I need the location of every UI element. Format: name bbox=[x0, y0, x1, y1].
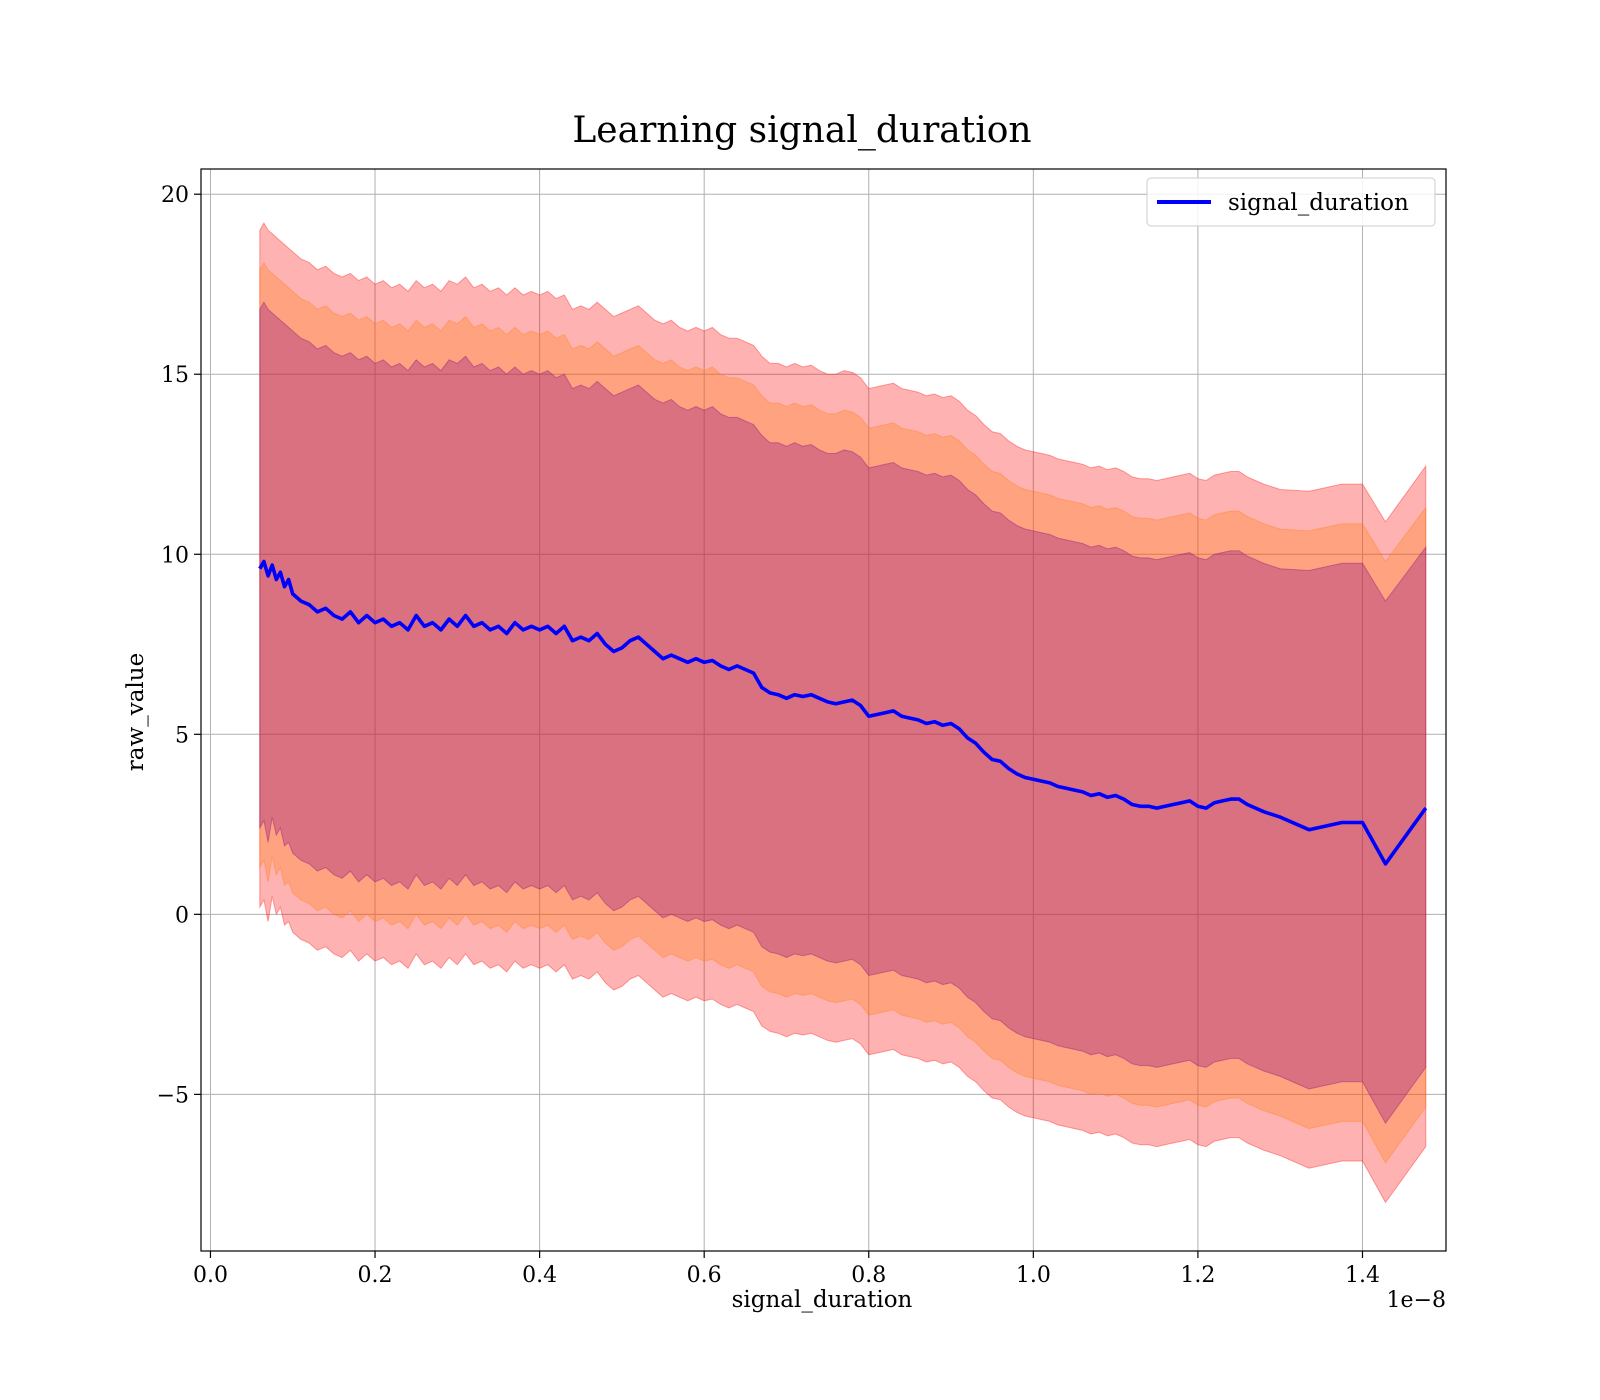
x-tick-label: 0.4 bbox=[522, 1263, 557, 1288]
x-tick-label: 1.4 bbox=[1345, 1263, 1380, 1288]
legend-label-signal-duration: signal_duration bbox=[1228, 190, 1409, 216]
x-tick-label: 1.0 bbox=[1016, 1263, 1051, 1288]
band-middle bbox=[259, 261, 1427, 1164]
y-tick-label: 0 bbox=[175, 903, 189, 928]
x-ticks: 0.0 0.2 0.4 0.6 0.8 1.0 1.2 1.4 bbox=[193, 1251, 1380, 1288]
y-tick-label: 20 bbox=[161, 183, 189, 208]
y-tick-label: 10 bbox=[161, 543, 189, 568]
grid bbox=[201, 169, 1446, 1251]
x-offset-label: 1e−8 bbox=[1387, 1288, 1446, 1313]
y-axis-label: raw_value bbox=[123, 653, 149, 771]
y-tick-label: −5 bbox=[157, 1083, 189, 1108]
x-axis-label: signal_duration bbox=[732, 1287, 913, 1313]
band-outer bbox=[259, 221, 1427, 1204]
x-tick-label: 0.0 bbox=[193, 1263, 228, 1288]
x-tick-label: 0.6 bbox=[687, 1263, 722, 1288]
y-tick-label: 5 bbox=[175, 723, 189, 748]
series-lines bbox=[258, 559, 1428, 866]
series-line-signal-duration bbox=[258, 559, 1428, 866]
legend-box bbox=[1146, 177, 1436, 227]
x-tick-label: 0.2 bbox=[358, 1263, 393, 1288]
legend: signal_duration bbox=[1146, 177, 1436, 227]
x-tick-label: 1.2 bbox=[1180, 1263, 1215, 1288]
x-tick-label: 0.8 bbox=[851, 1263, 886, 1288]
chart-title: Learning signal_duration bbox=[572, 110, 1031, 151]
y-ticks: −5 0 5 10 15 20 bbox=[157, 183, 201, 1108]
band-inner bbox=[259, 301, 1427, 1125]
confidence-bands bbox=[259, 221, 1427, 1204]
y-tick-label: 15 bbox=[161, 363, 189, 388]
plot-frame bbox=[200, 168, 1447, 1252]
